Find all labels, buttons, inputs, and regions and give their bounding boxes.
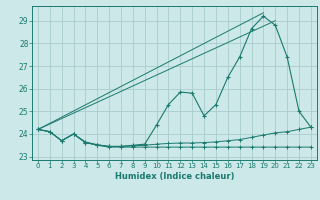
- X-axis label: Humidex (Indice chaleur): Humidex (Indice chaleur): [115, 172, 234, 181]
